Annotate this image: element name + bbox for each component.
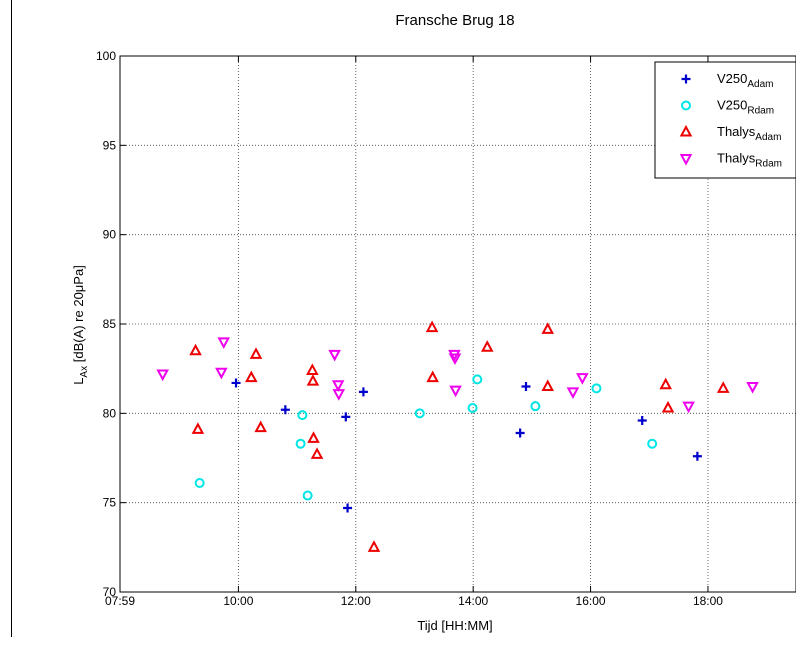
data-point [254,420,267,433]
y-tick-label: 80 [103,406,117,420]
y-tick-label: 75 [103,496,117,510]
x-tick-label: 14:00 [458,594,488,608]
data-point [215,367,228,380]
data-point [480,340,494,352]
data-point [521,382,531,392]
x-tick-label: 12:00 [341,594,371,608]
data-point [659,377,672,390]
y-axis-label-rest: [dB(A) re 20μPa] [71,265,86,366]
axes-box [119,55,796,593]
data-point [472,374,483,385]
x-axis-label: Tijd [HH:MM] [417,618,492,633]
series-v250-rdam [194,374,658,501]
data-point [302,490,313,501]
data-point [217,337,230,349]
data-point [541,379,554,392]
x-tick-label: 07:59 [105,594,135,608]
legend-label: V250Adam [717,71,774,90]
x-tick-label: 10:00 [223,594,253,608]
data-point [310,447,324,459]
data-point [189,343,202,356]
data-point [332,389,346,401]
data-point [231,378,241,388]
data-point [331,380,345,392]
data-point [306,363,319,375]
data-point [191,422,205,434]
data-point [426,370,439,383]
x-tick-label: 18:00 [693,594,723,608]
legend-label-main: Thalys [717,151,756,166]
data-point [449,385,462,398]
data-point [692,451,702,461]
legend-marker [681,74,691,84]
legend-label-main: V250 [717,71,747,86]
legend-label: ThalysRdam [717,151,782,170]
y-tick-label: 85 [103,317,117,331]
y-tick-label: 70 [103,585,117,599]
legend-box [654,61,796,179]
left-divider [11,0,12,637]
legend-marker [681,100,691,111]
data-point [467,402,478,413]
data-point [515,428,525,438]
y-axis-label: LAx [dB(A) re 20μPa] [71,265,90,385]
data-point [341,412,351,422]
x-tick-label: 16:00 [576,594,606,608]
data-point [716,381,730,393]
data-point [661,400,675,413]
data-point [530,401,541,412]
data-point [682,401,695,414]
chart-title: Fransche Brug 18 [395,12,514,29]
data-point [245,370,258,383]
legend-label-sub: Adam [755,132,781,143]
data-point [647,438,658,449]
data-point [566,387,580,399]
data-point [194,478,205,489]
data-point [448,353,462,366]
legend-marker [679,124,693,137]
data-point [637,415,647,425]
data-point [576,373,589,385]
data-point [591,383,602,394]
data-point [306,374,320,386]
y-tick-label: 100 [96,49,116,63]
data-point [328,349,341,362]
legend-marker [679,154,693,166]
y-tick-label: 95 [103,138,117,152]
legend-label-main: Thalys [717,124,756,139]
data-point [358,387,368,397]
series-v250-adam [231,378,702,513]
data-point [249,347,263,359]
series-thalys-rdam [156,337,759,414]
data-point [343,503,353,513]
data-point [156,369,169,382]
y-tick-label: 90 [103,228,117,242]
legend-label: ThalysAdam [717,124,781,143]
legend-label-main: V250 [717,98,747,113]
y-axis-label-sub: Ax [79,366,90,378]
data-point [367,540,381,552]
data-point [295,438,306,449]
data-point [746,382,759,394]
legend-label-sub: Rdam [755,159,782,170]
legend-label-sub: Rdam [747,106,774,117]
legend-label-sub: Adam [747,79,773,90]
data-point [280,405,290,415]
data-point [541,322,554,334]
data-point [425,320,439,333]
data-point [297,410,308,421]
legend-label: V250Rdam [717,98,774,117]
data-point [307,431,320,443]
y-axis-label-main: L [71,378,86,385]
data-point [414,408,425,419]
series-thalys-adam [189,320,730,552]
